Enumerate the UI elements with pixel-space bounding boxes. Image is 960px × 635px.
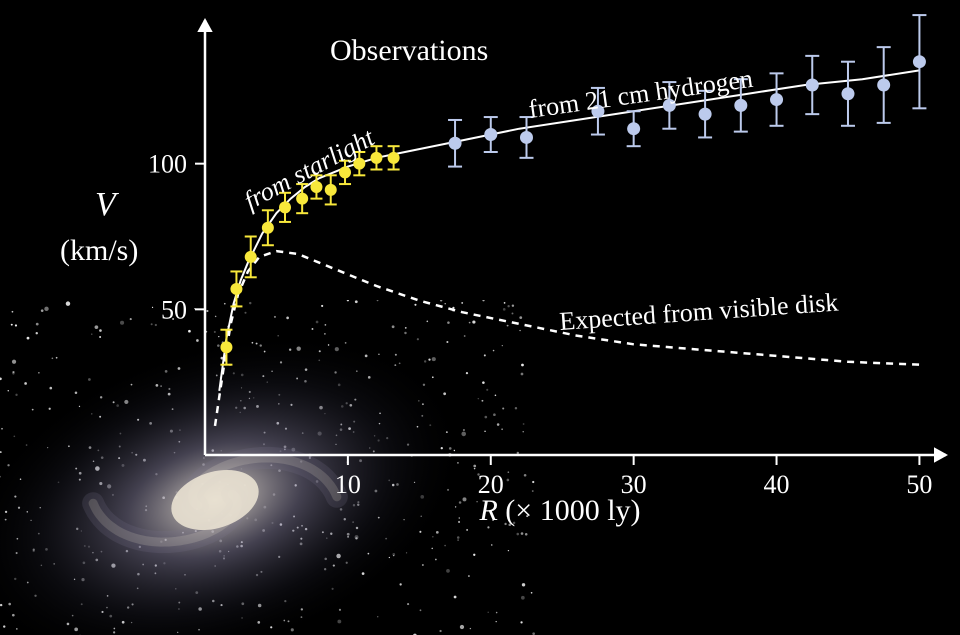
x-axis-title: R (× 1000 ly)	[478, 494, 640, 527]
hydrogen-label: from 21 cm hydrogen	[527, 64, 755, 124]
rotation-curve-chart: 102030405050100Observationsfrom starligh…	[0, 0, 960, 635]
galaxy-backdrop	[0, 272, 535, 635]
y-axis-title-units: (km/s)	[60, 234, 138, 267]
x-tick-label: 50	[906, 470, 932, 499]
x-tick-label: 10	[335, 470, 361, 499]
expected-label: Expected from visible disk	[558, 288, 839, 336]
observations-label: Observations	[330, 34, 488, 67]
y-tick-label: 50	[161, 295, 187, 324]
y-tick-label: 100	[148, 150, 187, 179]
x-tick-label: 40	[764, 470, 790, 499]
y-axis-title-v: V	[95, 186, 120, 223]
